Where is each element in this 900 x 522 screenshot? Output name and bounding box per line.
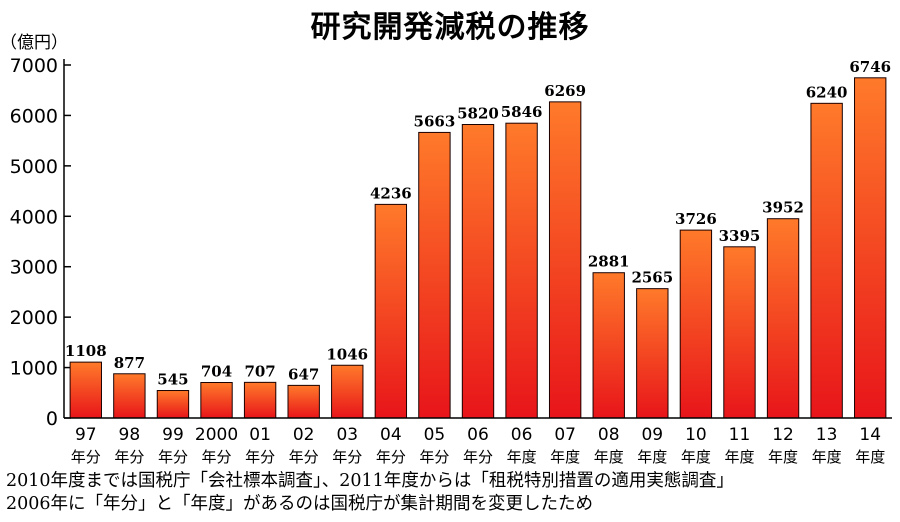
x-axis: 97 年分 98 年分 99 年分 2000 年分 01 年分 02 年分 03 年分 04 年分 05 年分 06… [64, 417, 892, 466]
x-tick-sublabel: 年分 [332, 448, 362, 466]
x-tick-sublabel: 年度 [507, 448, 537, 466]
x-tick-label: 03 [336, 425, 358, 445]
bar [592, 272, 625, 419]
bar-value-label: 6240 [806, 83, 848, 101]
bar [548, 101, 582, 419]
bar-value-label: 2565 [631, 269, 673, 287]
x-tick-sublabel: 年度 [637, 448, 667, 466]
bar-value-label: 6269 [544, 82, 586, 100]
x-tick-sublabel: 年度 [855, 448, 885, 466]
x-tick-sublabel: 年分 [376, 448, 406, 466]
y-axis: 0 1000 2000 3000 4000 5000 6000 7000 [10, 55, 71, 430]
bar-value-label: 3952 [762, 199, 804, 217]
x-tick-label: 11 [729, 425, 751, 445]
bar [723, 246, 756, 419]
bar-value-label: 545 [157, 371, 188, 389]
y-tick-label: 0 [46, 408, 58, 430]
x-tick-sublabel: 年分 [202, 448, 232, 466]
bar [287, 384, 320, 419]
chart-title: 研究開発減税の推移 [310, 10, 590, 45]
bar-value-label: 1108 [65, 342, 107, 360]
x-tick-label: 09 [641, 425, 663, 445]
bar [69, 361, 102, 419]
x-tick-label: 12 [772, 425, 794, 445]
bar [331, 364, 364, 419]
bar [679, 229, 713, 419]
bar [854, 77, 887, 419]
x-tick-sublabel: 年分 [463, 448, 493, 466]
x-tick-label: 02 [293, 425, 315, 445]
bar-value-label: 6746 [849, 58, 891, 76]
y-axis-unit-label: （億円） [0, 33, 68, 53]
bar-value-label: 2881 [588, 253, 630, 271]
x-tick-sublabel: 年度 [812, 448, 842, 466]
footnotes: 2010年度までは国税庁「会社標本調査」、2011年度からは「租税特別措置の適用… [6, 470, 898, 516]
bar-value-label: 5663 [414, 112, 456, 130]
y-tick-label: 2000 [10, 307, 58, 329]
x-tick-label: 05 [424, 425, 446, 445]
bar-value-label: 3395 [719, 227, 761, 245]
bar-value-label: 647 [288, 365, 319, 383]
bar [505, 122, 538, 419]
bar [200, 381, 233, 419]
x-tick-sublabel: 年度 [594, 448, 624, 466]
x-tick-label: 14 [859, 425, 881, 445]
bar [156, 390, 190, 419]
bar [113, 373, 146, 419]
y-tick-label: 7000 [10, 55, 58, 77]
y-tick-label: 4000 [10, 206, 58, 228]
bar-value-label: 5820 [457, 105, 499, 123]
bar [243, 381, 277, 419]
y-tick-label: 1000 [10, 358, 58, 380]
bar-value-label: 4236 [370, 184, 412, 202]
bar-value-label: 707 [244, 362, 275, 380]
footnote-line-2: 2006年に「年分」と「年度」があるのは国税庁が集計期間を変更したため [6, 494, 594, 514]
x-tick-sublabel: 年分 [419, 448, 449, 466]
bar [766, 218, 800, 419]
x-tick-label: 13 [816, 425, 838, 445]
y-tick-label: 6000 [10, 105, 58, 127]
x-tick-sublabel: 年分 [114, 448, 144, 466]
bar [374, 203, 408, 419]
x-tick-label: 08 [598, 425, 620, 445]
x-tick-label: 2000 [195, 425, 238, 445]
x-tick-label: 97 [75, 425, 97, 445]
x-tick-label: 06 [467, 425, 489, 445]
y-tick-label: 3000 [10, 257, 58, 279]
x-tick-sublabel: 年分 [71, 448, 101, 466]
bar [418, 131, 451, 419]
footnote-line-1: 2010年度までは国税庁「会社標本調査」、2011年度からは「租税特別措置の適用… [6, 471, 734, 491]
x-tick-sublabel: 年度 [550, 448, 580, 466]
bar [461, 124, 495, 419]
x-tick-label: 07 [554, 425, 576, 445]
bar-value-label: 5846 [501, 103, 543, 121]
x-tick-sublabel: 年度 [768, 448, 798, 466]
x-tick-sublabel: 年度 [724, 448, 754, 466]
bar-value-label: 877 [114, 354, 145, 372]
x-tick-label: 01 [249, 425, 271, 445]
x-tick-label: 99 [162, 425, 184, 445]
x-tick-label: 06 [511, 425, 533, 445]
x-tick-sublabel: 年度 [681, 448, 711, 466]
x-tick-sublabel: 年分 [158, 448, 188, 466]
bar-value-label: 3726 [675, 210, 717, 228]
bar-value-label: 704 [201, 362, 232, 380]
y-tick-label: 5000 [10, 156, 58, 178]
x-tick-sublabel: 年分 [245, 448, 275, 466]
bar-value-label: 1046 [326, 345, 368, 363]
bar [636, 288, 669, 419]
x-tick-label: 10 [685, 425, 707, 445]
x-tick-sublabel: 年分 [289, 448, 319, 466]
bar [810, 102, 843, 419]
x-tick-label: 98 [119, 425, 141, 445]
x-tick-label: 04 [380, 425, 402, 445]
